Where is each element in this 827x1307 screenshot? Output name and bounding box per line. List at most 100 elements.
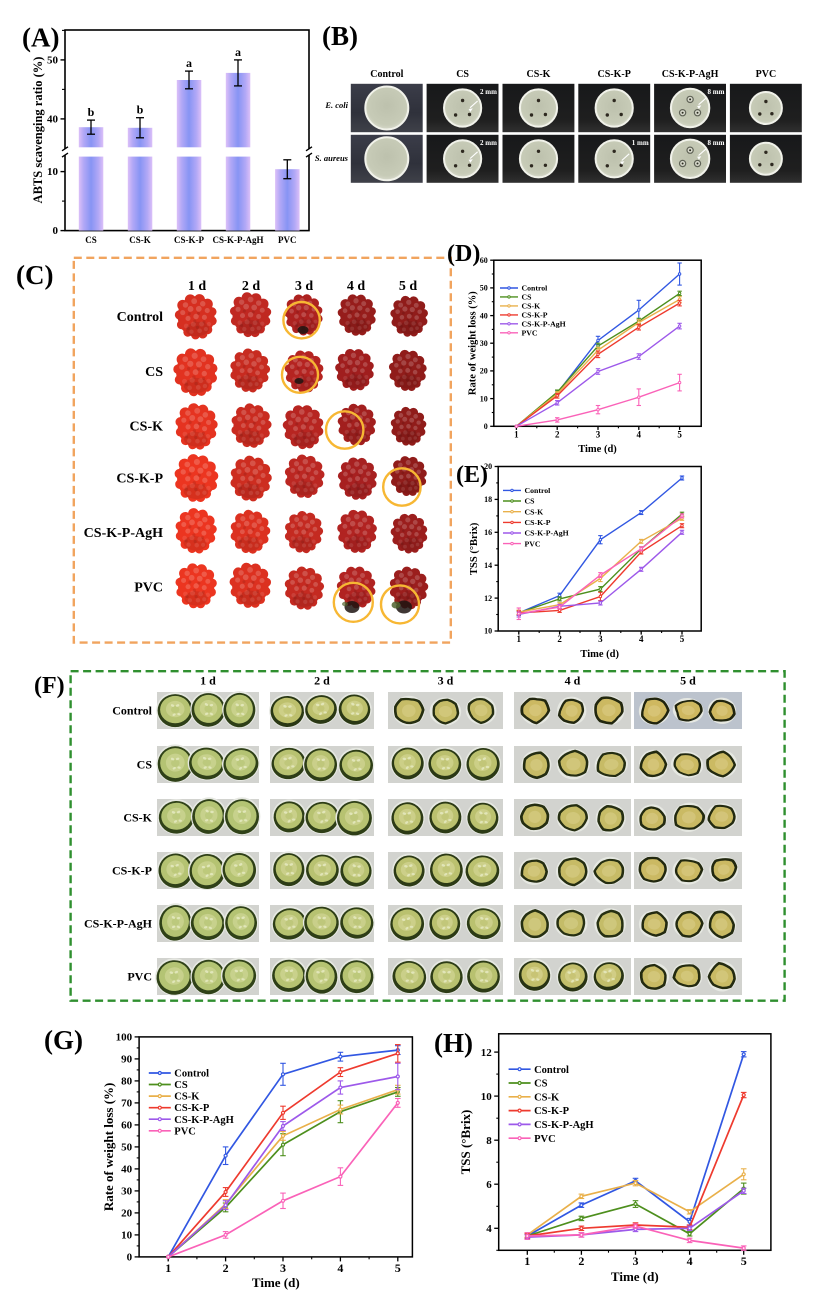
- svg-text:10: 10: [480, 394, 488, 403]
- svg-text:CS-K-P: CS-K-P: [116, 472, 163, 487]
- svg-text:100: 100: [116, 1032, 133, 1044]
- svg-text:CS: CS: [174, 1080, 188, 1091]
- svg-text:CS-K-P: CS-K-P: [534, 1106, 570, 1117]
- svg-text:PVC: PVC: [278, 235, 297, 245]
- svg-text:10: 10: [47, 166, 59, 178]
- svg-text:60: 60: [480, 256, 488, 265]
- svg-text:TSS (°Brix): TSS (°Brix): [458, 1110, 473, 1175]
- svg-text:Control: Control: [370, 69, 403, 80]
- svg-text:1 d: 1 d: [188, 279, 207, 294]
- svg-text:6: 6: [486, 1179, 492, 1191]
- svg-text:CS-K: CS-K: [534, 1092, 560, 1103]
- svg-text:CS-K: CS-K: [123, 811, 152, 825]
- svg-text:CS-K-P-AgH: CS-K-P-AgH: [522, 320, 566, 329]
- svg-text:ABTS scavenging ratio (%): ABTS scavenging ratio (%): [31, 57, 45, 204]
- svg-text:5: 5: [680, 634, 685, 644]
- svg-text:4: 4: [687, 1254, 693, 1268]
- svg-text:b: b: [88, 105, 95, 119]
- svg-text:30: 30: [480, 339, 488, 348]
- svg-text:0: 0: [484, 422, 488, 431]
- svg-text:20: 20: [121, 1208, 133, 1220]
- svg-text:1: 1: [524, 1254, 530, 1268]
- svg-text:40: 40: [480, 311, 488, 320]
- svg-text:2 mm: 2 mm: [480, 88, 497, 96]
- svg-text:2 d: 2 d: [314, 674, 330, 688]
- svg-text:CS-K: CS-K: [522, 302, 541, 311]
- svg-text:1 d: 1 d: [200, 674, 216, 688]
- svg-text:b: b: [137, 103, 144, 117]
- svg-text:10: 10: [484, 627, 492, 636]
- svg-text:Control: Control: [522, 284, 549, 293]
- svg-text:4: 4: [639, 634, 644, 644]
- svg-text:PVC: PVC: [534, 1134, 556, 1145]
- svg-text:(C): (C): [16, 260, 53, 290]
- svg-text:CS-K: CS-K: [527, 69, 551, 80]
- svg-text:PVC: PVC: [174, 1126, 196, 1137]
- svg-text:8 mm: 8 mm: [708, 88, 725, 96]
- svg-text:1: 1: [165, 1261, 171, 1275]
- svg-text:12: 12: [481, 1047, 493, 1059]
- svg-text:CS-K-P: CS-K-P: [522, 311, 548, 320]
- svg-text:3 d: 3 d: [295, 279, 314, 294]
- svg-text:50: 50: [480, 284, 488, 293]
- svg-text:90: 90: [121, 1054, 133, 1066]
- svg-text:TSS (°Brix): TSS (°Brix): [469, 522, 480, 575]
- svg-text:a: a: [235, 45, 241, 59]
- svg-text:3: 3: [280, 1261, 286, 1275]
- svg-text:4 d: 4 d: [347, 279, 366, 294]
- svg-text:2: 2: [555, 430, 560, 440]
- svg-text:40: 40: [121, 1164, 133, 1176]
- svg-text:2 mm: 2 mm: [480, 139, 497, 147]
- svg-text:1: 1: [514, 430, 519, 440]
- svg-text:1: 1: [517, 634, 522, 644]
- svg-text:3 d: 3 d: [438, 674, 454, 688]
- svg-text:CS-K-P: CS-K-P: [112, 864, 152, 878]
- svg-text:Control: Control: [112, 704, 152, 718]
- svg-text:(D): (D): [447, 241, 480, 267]
- svg-text:CS-K: CS-K: [525, 507, 544, 516]
- svg-text:CS-K-P-AgH: CS-K-P-AgH: [174, 1115, 234, 1126]
- svg-text:CS-K: CS-K: [130, 420, 164, 435]
- svg-text:20: 20: [480, 367, 488, 376]
- svg-text:10: 10: [481, 1091, 493, 1103]
- svg-text:CS-K-P-AgH: CS-K-P-AgH: [213, 235, 264, 245]
- svg-text:1 mm: 1 mm: [632, 139, 649, 147]
- svg-text:30: 30: [121, 1186, 133, 1198]
- svg-text:Time (d): Time (d): [252, 1275, 300, 1290]
- svg-text:CS-K-P-AgH: CS-K-P-AgH: [84, 917, 153, 931]
- svg-text:2: 2: [578, 1254, 584, 1268]
- svg-text:18: 18: [484, 495, 492, 504]
- svg-text:(G): (G): [44, 1025, 83, 1055]
- svg-text:CS-K-P: CS-K-P: [174, 235, 204, 245]
- svg-text:CS-K-P-AgH: CS-K-P-AgH: [525, 529, 569, 538]
- svg-text:2: 2: [223, 1261, 229, 1275]
- svg-text:CS-K-P: CS-K-P: [525, 518, 551, 527]
- svg-text:E. coli: E. coli: [324, 100, 348, 110]
- svg-text:CS-K: CS-K: [129, 235, 151, 245]
- svg-text:3: 3: [598, 634, 603, 644]
- svg-text:Time (d): Time (d): [580, 649, 619, 660]
- svg-text:PVC: PVC: [522, 328, 538, 337]
- svg-text:4: 4: [337, 1261, 343, 1275]
- svg-text:12: 12: [484, 594, 492, 603]
- svg-text:CS-K-P-AgH: CS-K-P-AgH: [534, 1120, 594, 1131]
- svg-text:5: 5: [395, 1261, 401, 1275]
- svg-text:Control: Control: [174, 1069, 209, 1080]
- svg-text:8: 8: [486, 1135, 492, 1147]
- svg-text:16: 16: [484, 528, 492, 537]
- svg-text:40: 40: [47, 114, 59, 126]
- svg-text:Control: Control: [525, 486, 552, 495]
- svg-text:CS-K-P: CS-K-P: [598, 69, 631, 80]
- svg-text:PVC: PVC: [756, 69, 777, 80]
- svg-text:70: 70: [121, 1098, 133, 1110]
- svg-text:8 mm: 8 mm: [708, 139, 725, 147]
- svg-text:80: 80: [121, 1076, 133, 1088]
- svg-text:Control: Control: [534, 1065, 569, 1076]
- svg-text:50: 50: [47, 55, 59, 67]
- svg-text:60: 60: [121, 1120, 133, 1132]
- svg-text:CS: CS: [522, 293, 532, 302]
- svg-text:Time (d): Time (d): [578, 444, 617, 455]
- svg-text:(A): (A): [22, 23, 59, 53]
- svg-text:3: 3: [633, 1254, 639, 1268]
- svg-text:CS: CS: [456, 69, 469, 80]
